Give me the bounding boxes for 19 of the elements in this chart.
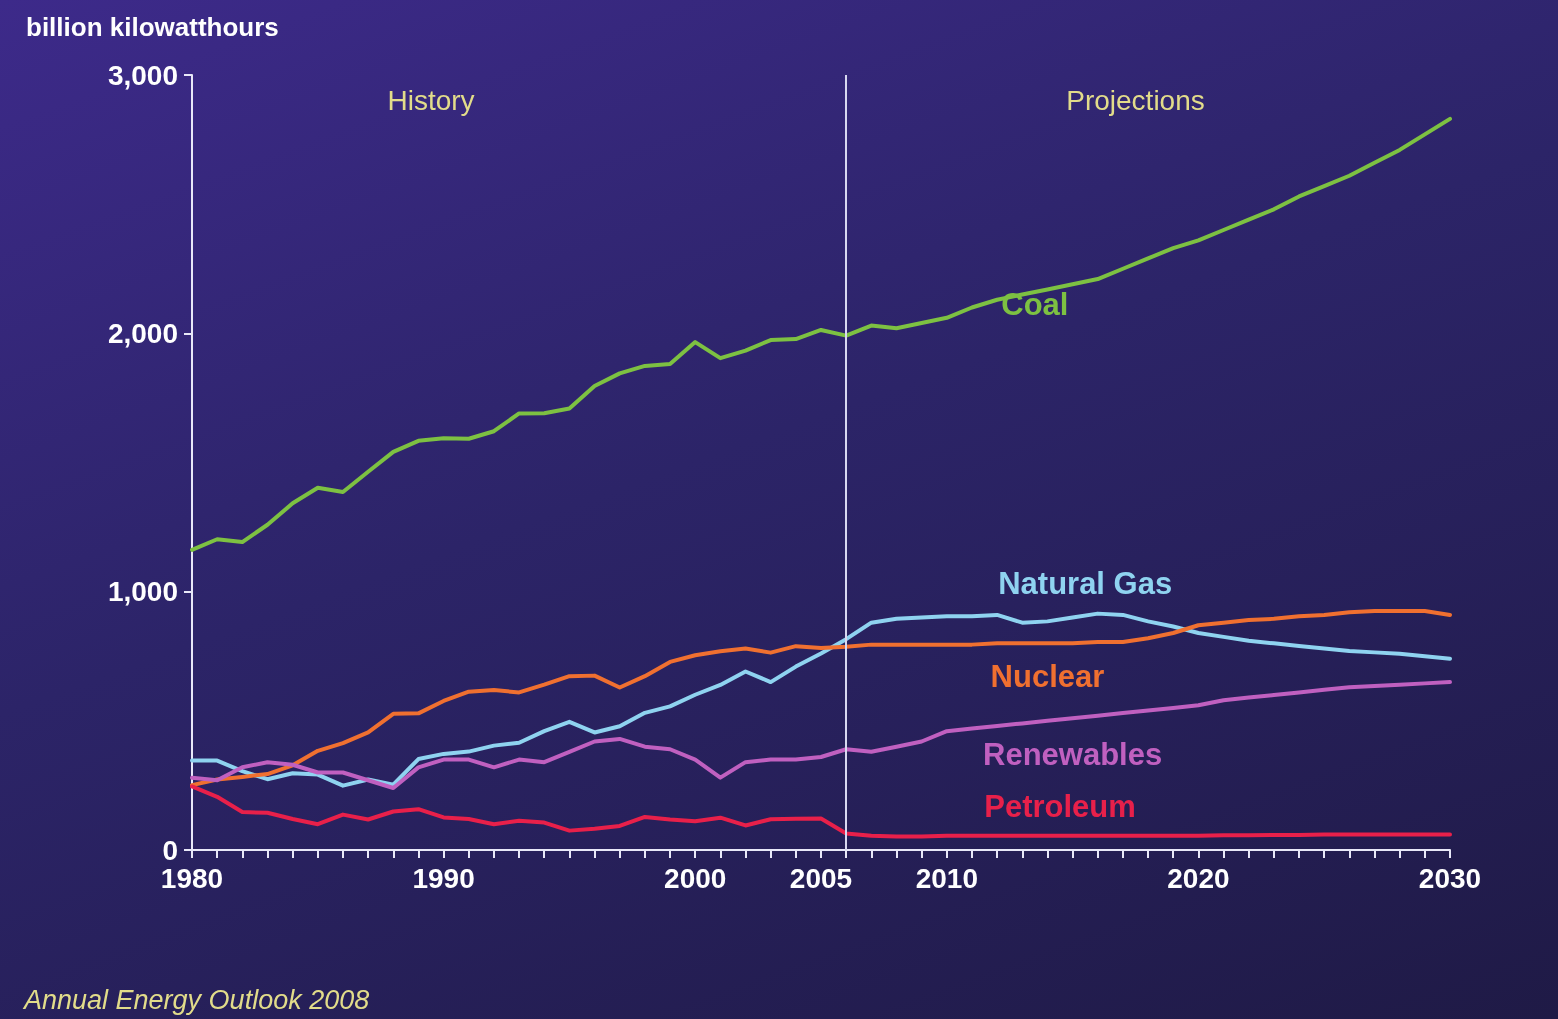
y-tick-label: 1,000: [107, 576, 178, 608]
x-tick-label: 2005: [789, 862, 853, 894]
annotation: History: [387, 85, 475, 117]
x-tick-label: 1990: [412, 862, 475, 894]
y-tick-label: 3,000: [107, 59, 178, 91]
series-label: Renewables: [983, 736, 1163, 772]
series-label: Petroleum: [984, 788, 1136, 824]
series-label: Nuclear: [990, 659, 1105, 695]
x-tick-label: 2000: [664, 862, 727, 894]
series-label: Natural Gas: [998, 566, 1173, 602]
y-axis-title: billion kilowatthours: [26, 12, 279, 42]
x-tick-label: 2020: [1167, 862, 1230, 894]
y-tick-label: 2,000: [107, 317, 178, 349]
x-tick-label: 2030: [1418, 862, 1482, 894]
annotation: Projections: [1066, 85, 1205, 117]
x-tick-label: 2010: [915, 862, 978, 894]
text: Annual Energy Outlook 2008: [22, 985, 370, 1015]
line-series: [190, 116, 1452, 552]
line-series: [190, 784, 1452, 839]
